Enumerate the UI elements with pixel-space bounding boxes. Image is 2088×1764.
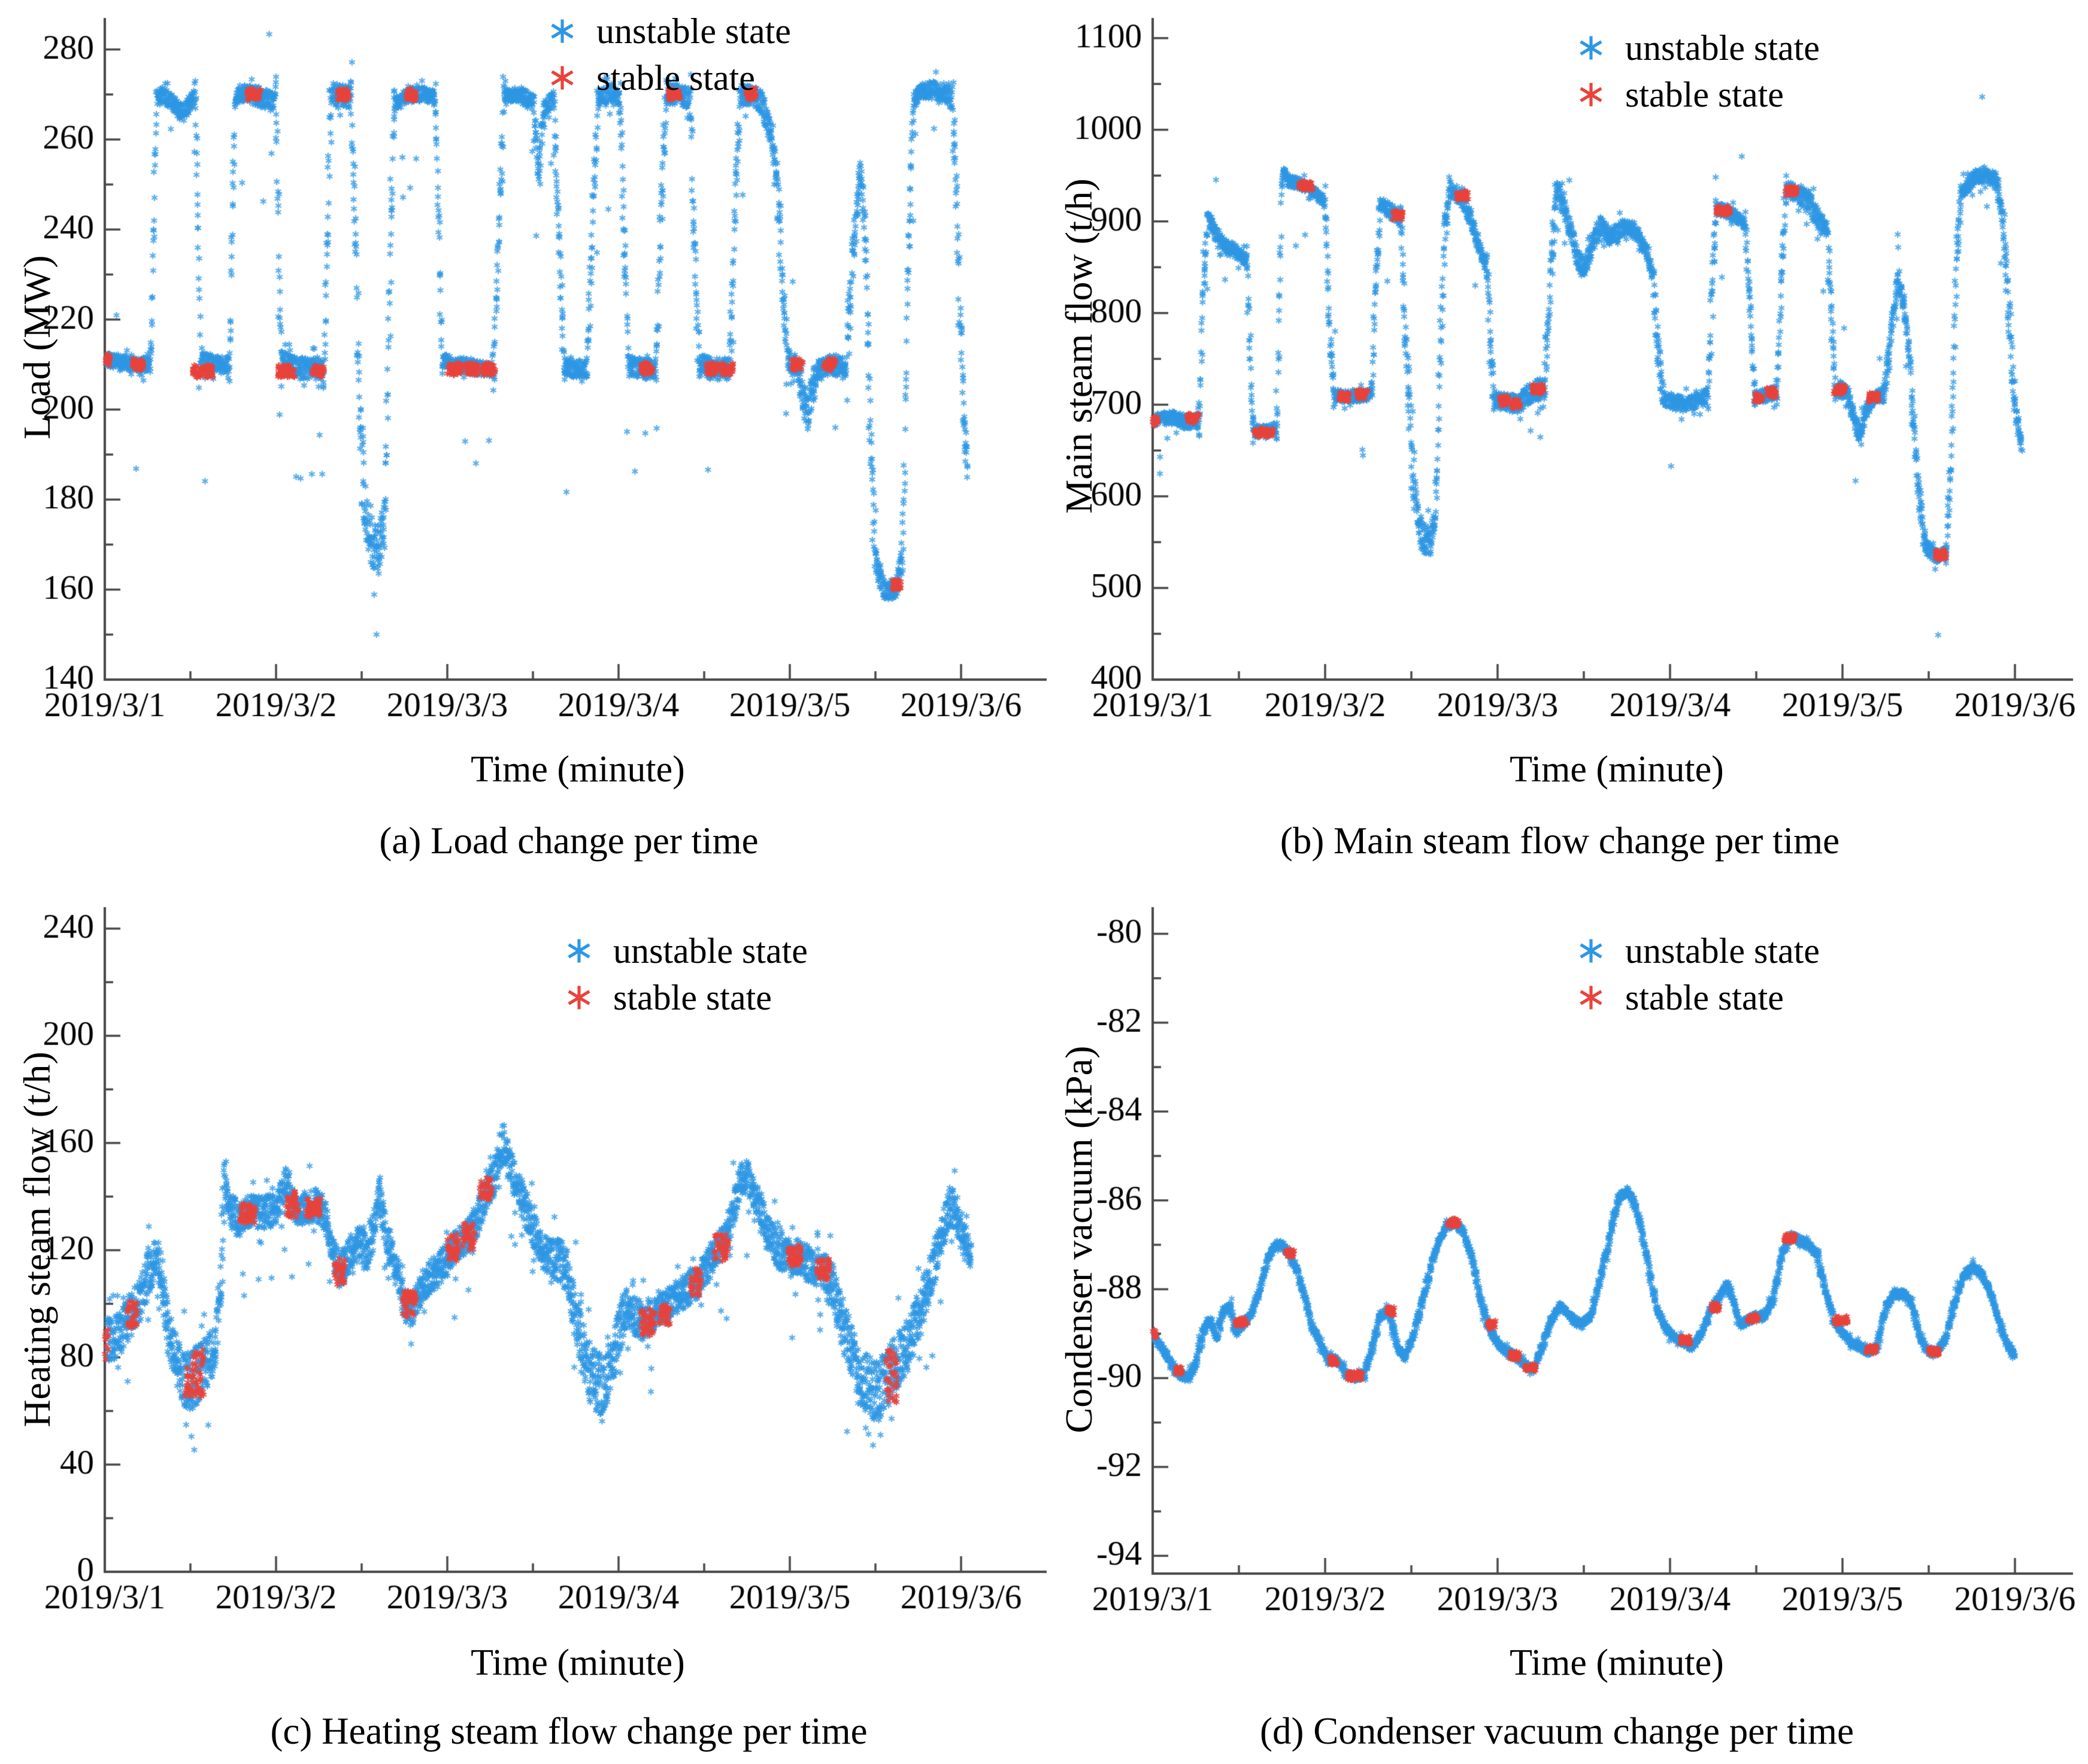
asterisk-marker-stable-icon [1580,986,1602,1010]
legend-label-unstable: unstable state [613,931,808,971]
legend-item-stable: stable state [1577,75,1820,114]
legend-item-stable: stable state [1577,978,1820,1017]
legend-item-unstable: unstable state [565,932,808,970]
caption-c: (c) Heating steam flow change per time [270,1710,868,1752]
legend-item-stable: stable state [565,978,808,1017]
x-axis-label-c: Time (minute) [471,1642,685,1683]
y-axis-label-heating-steam-flow: Heating steam flow (t/h) [16,1051,58,1427]
asterisk-marker-stable-icon [568,986,590,1010]
legend-label-stable: stable state [613,978,772,1017]
legend-label-stable: stable state [1625,75,1784,114]
legend-item-unstable: unstable state [1577,29,1820,67]
y-axis-label-main-steam-flow: Main steam flow (t/h) [1057,178,1100,514]
y-axis-label-load: Load (MW) [16,255,58,440]
legend-label-unstable: unstable state [596,11,791,51]
caption-a: (a) Load change per time [379,820,759,862]
legend-panel-c: unstable state stable state [565,932,808,1017]
asterisk-marker-unstable-icon [1580,36,1602,60]
caption-d: (d) Condenser vacuum change per time [1260,1710,1854,1752]
asterisk-marker-unstable-icon [568,939,590,963]
asterisk-marker-unstable-icon [1580,939,1602,963]
asterisk-marker-stable-icon [551,66,574,90]
legend-label-stable: stable state [596,58,755,98]
legend-item-unstable: unstable state [548,12,791,50]
caption-b: (b) Main steam flow change per time [1280,820,1840,862]
x-axis-label-a: Time (minute) [471,749,685,790]
legend-panel-d: unstable state stable state [1577,932,1820,1017]
legend-item-unstable: unstable state [1577,932,1820,970]
legend-label-unstable: unstable state [1625,28,1820,68]
legend-label-stable: stable state [1625,978,1784,1017]
legend-item-stable: stable state [548,59,791,97]
x-axis-label-d: Time (minute) [1510,1642,1724,1683]
y-axis-label-condenser-vacuum: Condenser vacuum (kPa) [1057,1045,1100,1433]
legend-panel-a: unstable state stable state [548,12,791,97]
asterisk-marker-unstable-icon [551,19,574,43]
asterisk-marker-stable-icon [1580,83,1602,107]
legend-panel-b: unstable state stable state [1577,29,1820,114]
legend-label-unstable: unstable state [1625,931,1820,971]
x-axis-label-b: Time (minute) [1510,749,1724,790]
